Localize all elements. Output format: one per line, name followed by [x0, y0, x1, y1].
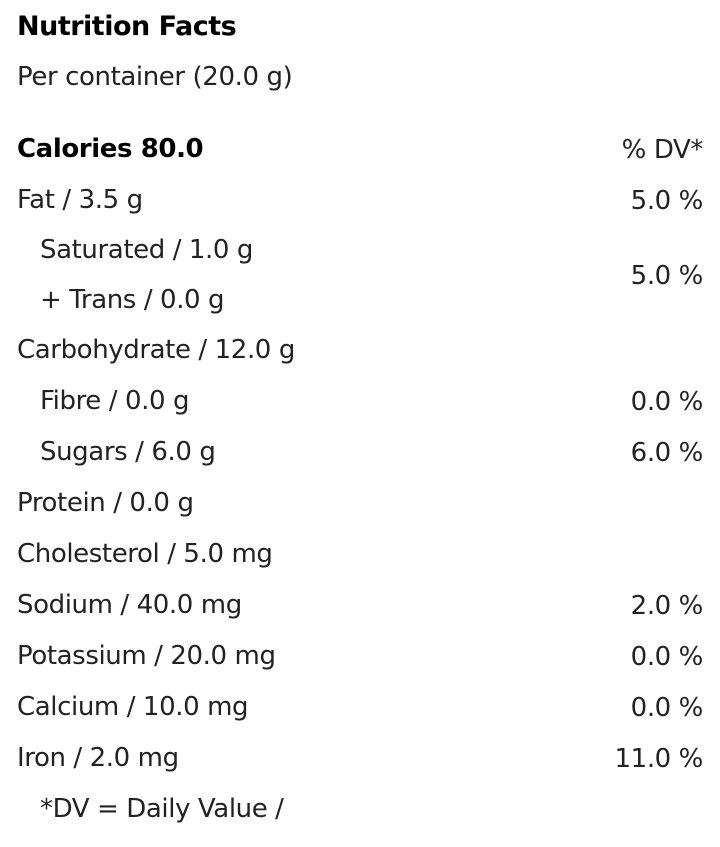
- dv-header: % DV*: [621, 134, 704, 165]
- nutrient-label-block: Sodium / 40.0 mg: [17, 580, 242, 631]
- daily-value: 11.0 %: [614, 743, 704, 774]
- nutrient-label-block: Calcium / 10.0 mg: [17, 682, 249, 733]
- nutrient-row: Carbohydrate / 12.0 g: [17, 325, 703, 376]
- nutrient-label: Potassium / 20.0 mg: [17, 641, 276, 671]
- nutrient-label: Protein / 0.0 g: [17, 488, 194, 518]
- nutrient-row: Sugars / 6.0 g 6.0 %: [17, 427, 703, 478]
- nutrient-label: Fat / 3.5 g: [17, 185, 143, 215]
- nutrient-row: Protein / 0.0 g: [17, 478, 703, 529]
- daily-value: 5.0 %: [630, 260, 704, 291]
- serving: Per container (20.0 g): [17, 62, 293, 92]
- nutrient-label-block: Protein / 0.0 g: [17, 478, 194, 529]
- nutrient-row: Cholesterol / 5.0 mg: [17, 529, 703, 580]
- daily-value: 5.0 %: [630, 185, 704, 216]
- nutrient-row: Saturated / 1.0 g + Trans / 0.0 g 5.0 %: [17, 226, 703, 325]
- nutrient-label: Carbohydrate / 12.0 g: [17, 335, 295, 365]
- daily-value: 2.0 %: [630, 590, 704, 621]
- title: Nutrition Facts: [17, 11, 237, 42]
- nutrition-panel: Nutrition Facts Per container (20.0 g) C…: [0, 2, 703, 847]
- nutrient-row: Sodium / 40.0 mg 2.0 %: [17, 580, 703, 631]
- nutrient-label-block: Cholesterol / 5.0 mg: [17, 529, 273, 580]
- nutrient-label: Saturated / 1.0 g: [40, 235, 254, 265]
- nutrient-label: Sugars / 6.0 g: [40, 437, 216, 467]
- footnote: *DV = Daily Value /: [40, 794, 284, 824]
- daily-value: 6.0 %: [630, 437, 704, 468]
- nutrient-label-block: Saturated / 1.0 g + Trans / 0.0 g: [17, 226, 253, 325]
- nutrient-label: Fibre / 0.0 g: [40, 386, 190, 416]
- nutrient-label: Calcium / 10.0 mg: [17, 692, 249, 722]
- nutrient-row: Iron / 2.0 mg 11.0 %: [17, 733, 703, 784]
- nutrient-label: Sodium / 40.0 mg: [17, 590, 242, 620]
- nutrient-label: Iron / 2.0 mg: [17, 743, 179, 773]
- rows: Fat / 3.5 g 5.0 % Saturated / 1.0 g + Trans…: [17, 175, 703, 784]
- nutrient-label-block: Potassium / 20.0 mg: [17, 631, 276, 682]
- daily-value: 0.0 %: [630, 692, 704, 723]
- nutrient-row: Fibre / 0.0 g 0.0 %: [17, 376, 703, 427]
- nutrient-label-block: Carbohydrate / 12.0 g: [17, 325, 295, 376]
- nutrient-row: Potassium / 20.0 mg 0.0 %: [17, 631, 703, 682]
- nutrient-row: Fat / 3.5 g 5.0 %: [17, 175, 703, 226]
- nutrient-label: + Trans / 0.0 g: [40, 284, 225, 315]
- nutrient-label-block: Sugars / 6.0 g: [17, 427, 216, 478]
- nutrient-label-block: Fat / 3.5 g: [17, 175, 143, 226]
- calories: Calories 80.0: [17, 134, 204, 164]
- daily-value: 0.0 %: [630, 386, 704, 417]
- nutrient-label-block: Fibre / 0.0 g: [17, 376, 190, 427]
- daily-value: 0.0 %: [630, 641, 704, 672]
- nutrient-label: Cholesterol / 5.0 mg: [17, 539, 273, 569]
- nutrient-label-block: Iron / 2.0 mg: [17, 733, 179, 784]
- nutrient-row: Calcium / 10.0 mg 0.0 %: [17, 682, 703, 733]
- header-row: Calories 80.0 % DV*: [17, 124, 703, 175]
